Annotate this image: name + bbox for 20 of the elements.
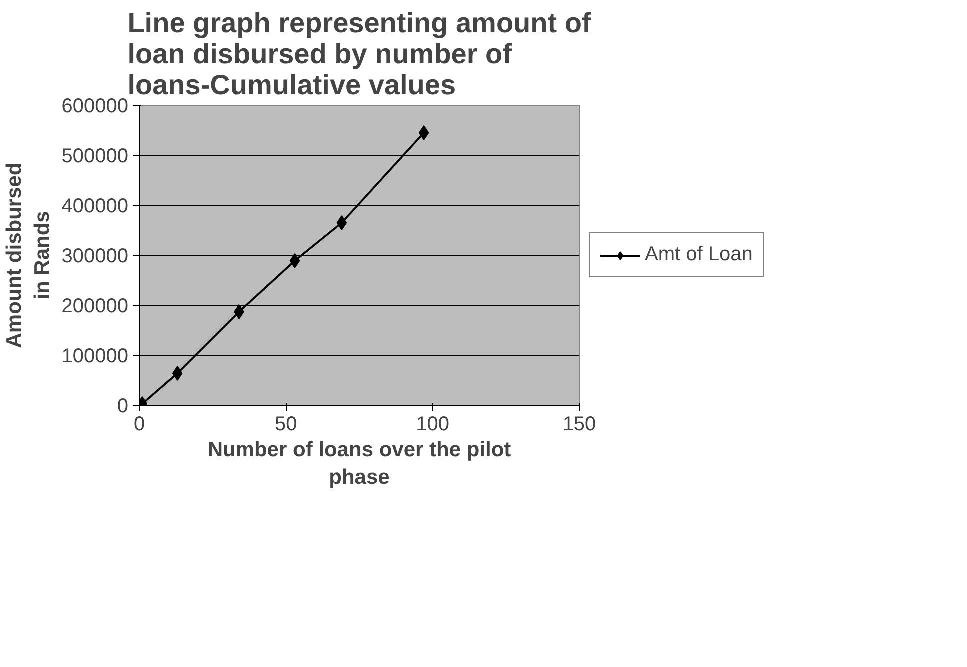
legend-label: Amt of Loan (645, 244, 753, 266)
point (172, 366, 183, 381)
y-tick-label: 600000 (62, 96, 129, 118)
point (418, 126, 430, 140)
y-tick-label: 300000 (62, 246, 129, 268)
y-tick-label: 200000 (62, 296, 129, 318)
x-tick-label: 0 (134, 414, 146, 436)
x-axis-title: Number of loans over the pilot phase (208, 438, 512, 490)
x-tick-label: 150 (562, 414, 596, 436)
y-axis-title: Amount disbursed in Rands (3, 162, 54, 348)
y-tick-label: 400000 (62, 196, 129, 218)
y-tick-label: 0 (117, 396, 128, 418)
point (336, 216, 348, 230)
chart-title: Line graph representing amount of loan disbursed by number of loans-Cumulative values (128, 8, 592, 100)
y-tick-label: 500000 (62, 146, 129, 168)
x-tick-label: 50 (275, 414, 298, 436)
x-tick-label: 100 (416, 414, 450, 436)
point (290, 254, 300, 268)
point (234, 304, 244, 320)
y-tick-label: 100000 (62, 346, 129, 368)
